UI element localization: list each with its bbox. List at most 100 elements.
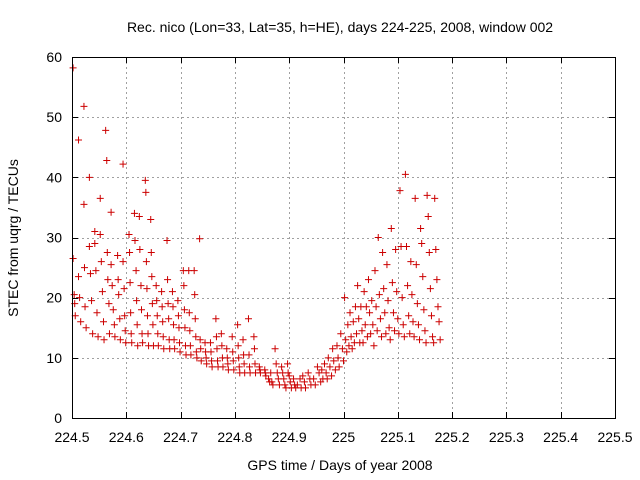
data-point (170, 321, 178, 329)
data-point (331, 366, 339, 374)
data-point (116, 315, 124, 323)
data-point (393, 288, 401, 296)
data-point (354, 282, 362, 290)
data-point (121, 312, 129, 320)
data-point (329, 345, 337, 353)
data-point (206, 339, 214, 347)
data-point (152, 282, 160, 290)
data-point (85, 173, 93, 181)
data-point (102, 126, 110, 134)
data-point (322, 369, 330, 377)
data-point (235, 363, 243, 371)
data-point (132, 267, 140, 275)
data-points (69, 64, 444, 392)
data-point (75, 273, 83, 281)
data-point (335, 363, 343, 371)
data-point (176, 339, 184, 347)
data-point (410, 333, 418, 341)
data-point (114, 276, 122, 284)
data-point (228, 333, 236, 341)
data-point (328, 372, 336, 380)
data-point (387, 224, 395, 232)
data-point (281, 381, 289, 389)
data-point (136, 246, 144, 254)
data-point (374, 234, 382, 241)
data-point (422, 339, 430, 347)
data-point (394, 315, 402, 323)
data-point (404, 282, 412, 290)
data-point (159, 318, 167, 326)
data-point (320, 360, 328, 368)
data-point (366, 309, 374, 317)
data-point (203, 360, 211, 368)
data-point (401, 170, 409, 178)
data-point (160, 345, 168, 353)
data-point (402, 243, 410, 251)
data-point (371, 267, 379, 275)
data-point (103, 156, 111, 164)
data-point (380, 285, 388, 293)
data-point (369, 321, 377, 329)
data-point (430, 339, 438, 347)
data-point (131, 237, 139, 245)
x-tick-label: 225.1 (380, 429, 415, 445)
data-point (431, 194, 439, 202)
data-point (240, 360, 248, 368)
data-point (196, 235, 204, 243)
data-point (425, 249, 433, 257)
data-point (147, 215, 155, 223)
data-point (111, 333, 119, 341)
data-point (361, 321, 369, 329)
data-point (436, 336, 444, 344)
data-point (180, 282, 188, 290)
data-point (98, 288, 106, 296)
data-point (100, 336, 108, 344)
data-point (207, 348, 215, 356)
data-point (197, 357, 205, 365)
data-point (310, 375, 318, 383)
data-point (105, 330, 113, 338)
y-tick-label: 20 (46, 290, 62, 306)
x-tick-labels: 224.5 224.6 224.7 224.8 224.9 225 225.1 225.2 22… (54, 429, 632, 445)
data-point (158, 288, 166, 296)
data-point (130, 209, 138, 217)
data-point (364, 276, 372, 284)
data-point (217, 330, 225, 338)
y-tick-label: 60 (46, 49, 62, 65)
data-point (285, 372, 293, 380)
data-point (368, 297, 376, 305)
data-point (186, 342, 194, 350)
data-point (323, 375, 331, 383)
data-point (119, 258, 127, 266)
data-point (370, 342, 378, 350)
data-point (250, 333, 258, 341)
data-point (432, 246, 440, 254)
data-point (343, 348, 351, 356)
y-tick-label: 30 (46, 230, 62, 246)
data-point (419, 273, 427, 281)
data-point (148, 300, 156, 308)
data-point (77, 318, 85, 326)
data-point (142, 188, 150, 196)
data-point (379, 249, 387, 257)
data-point (169, 303, 177, 311)
tick-marks (72, 57, 616, 419)
data-point (353, 330, 361, 338)
data-point (81, 303, 89, 311)
data-point (392, 246, 400, 254)
data-point (109, 306, 117, 314)
data-point (349, 318, 357, 326)
data-point (378, 333, 386, 341)
data-point (137, 282, 145, 290)
data-point (234, 342, 242, 350)
y-tick-label: 0 (54, 410, 62, 426)
data-point (269, 381, 277, 389)
data-point (412, 261, 420, 269)
data-point (399, 321, 407, 329)
data-point (246, 363, 254, 371)
data-point (80, 102, 88, 110)
data-point (245, 351, 253, 359)
data-point (313, 363, 321, 371)
data-point (244, 315, 252, 323)
data-point (165, 315, 173, 323)
